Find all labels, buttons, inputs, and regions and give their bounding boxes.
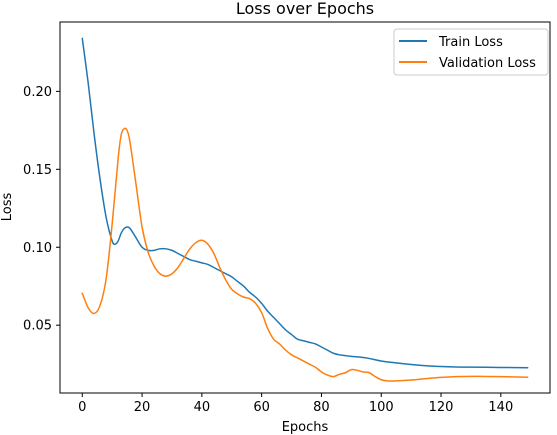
axes-frame — [59, 21, 551, 394]
y-tick-label: 0.10 — [23, 241, 52, 256]
x-tick-label: 140 — [488, 400, 513, 415]
series-layer — [81, 37, 529, 382]
x-axis-ticks: 0 20 40 60 80 100 120 140 — [78, 393, 513, 415]
x-tick-label: 120 — [429, 400, 454, 415]
series-line-validation-loss — [81, 127, 529, 382]
y-tick-label: 0.20 — [23, 85, 52, 100]
x-tick-label: 60 — [253, 400, 270, 415]
x-tick-label: 20 — [134, 400, 151, 415]
legend-label-train-loss: Train Loss — [438, 35, 503, 50]
y-axis-label: Loss — [0, 193, 15, 222]
x-tick-label: 40 — [194, 400, 211, 415]
y-axis-ticks: 0.05 0.10 0.15 0.20 — [23, 85, 60, 334]
chart-title: Loss over Epochs — [236, 0, 374, 18]
y-tick-label: 0.05 — [23, 319, 52, 334]
series-line-train-loss — [81, 37, 529, 369]
legend: Train Loss Validation Loss — [393, 28, 549, 76]
legend-box — [393, 28, 549, 76]
x-tick-label: 80 — [313, 400, 330, 415]
x-axis-label: Epochs — [282, 420, 329, 435]
legend-label-validation-loss: Validation Loss — [439, 56, 536, 71]
x-tick-label: 100 — [369, 400, 394, 415]
y-tick-label: 0.15 — [23, 163, 52, 178]
x-tick-label: 0 — [78, 400, 86, 415]
plot-area — [59, 21, 551, 394]
